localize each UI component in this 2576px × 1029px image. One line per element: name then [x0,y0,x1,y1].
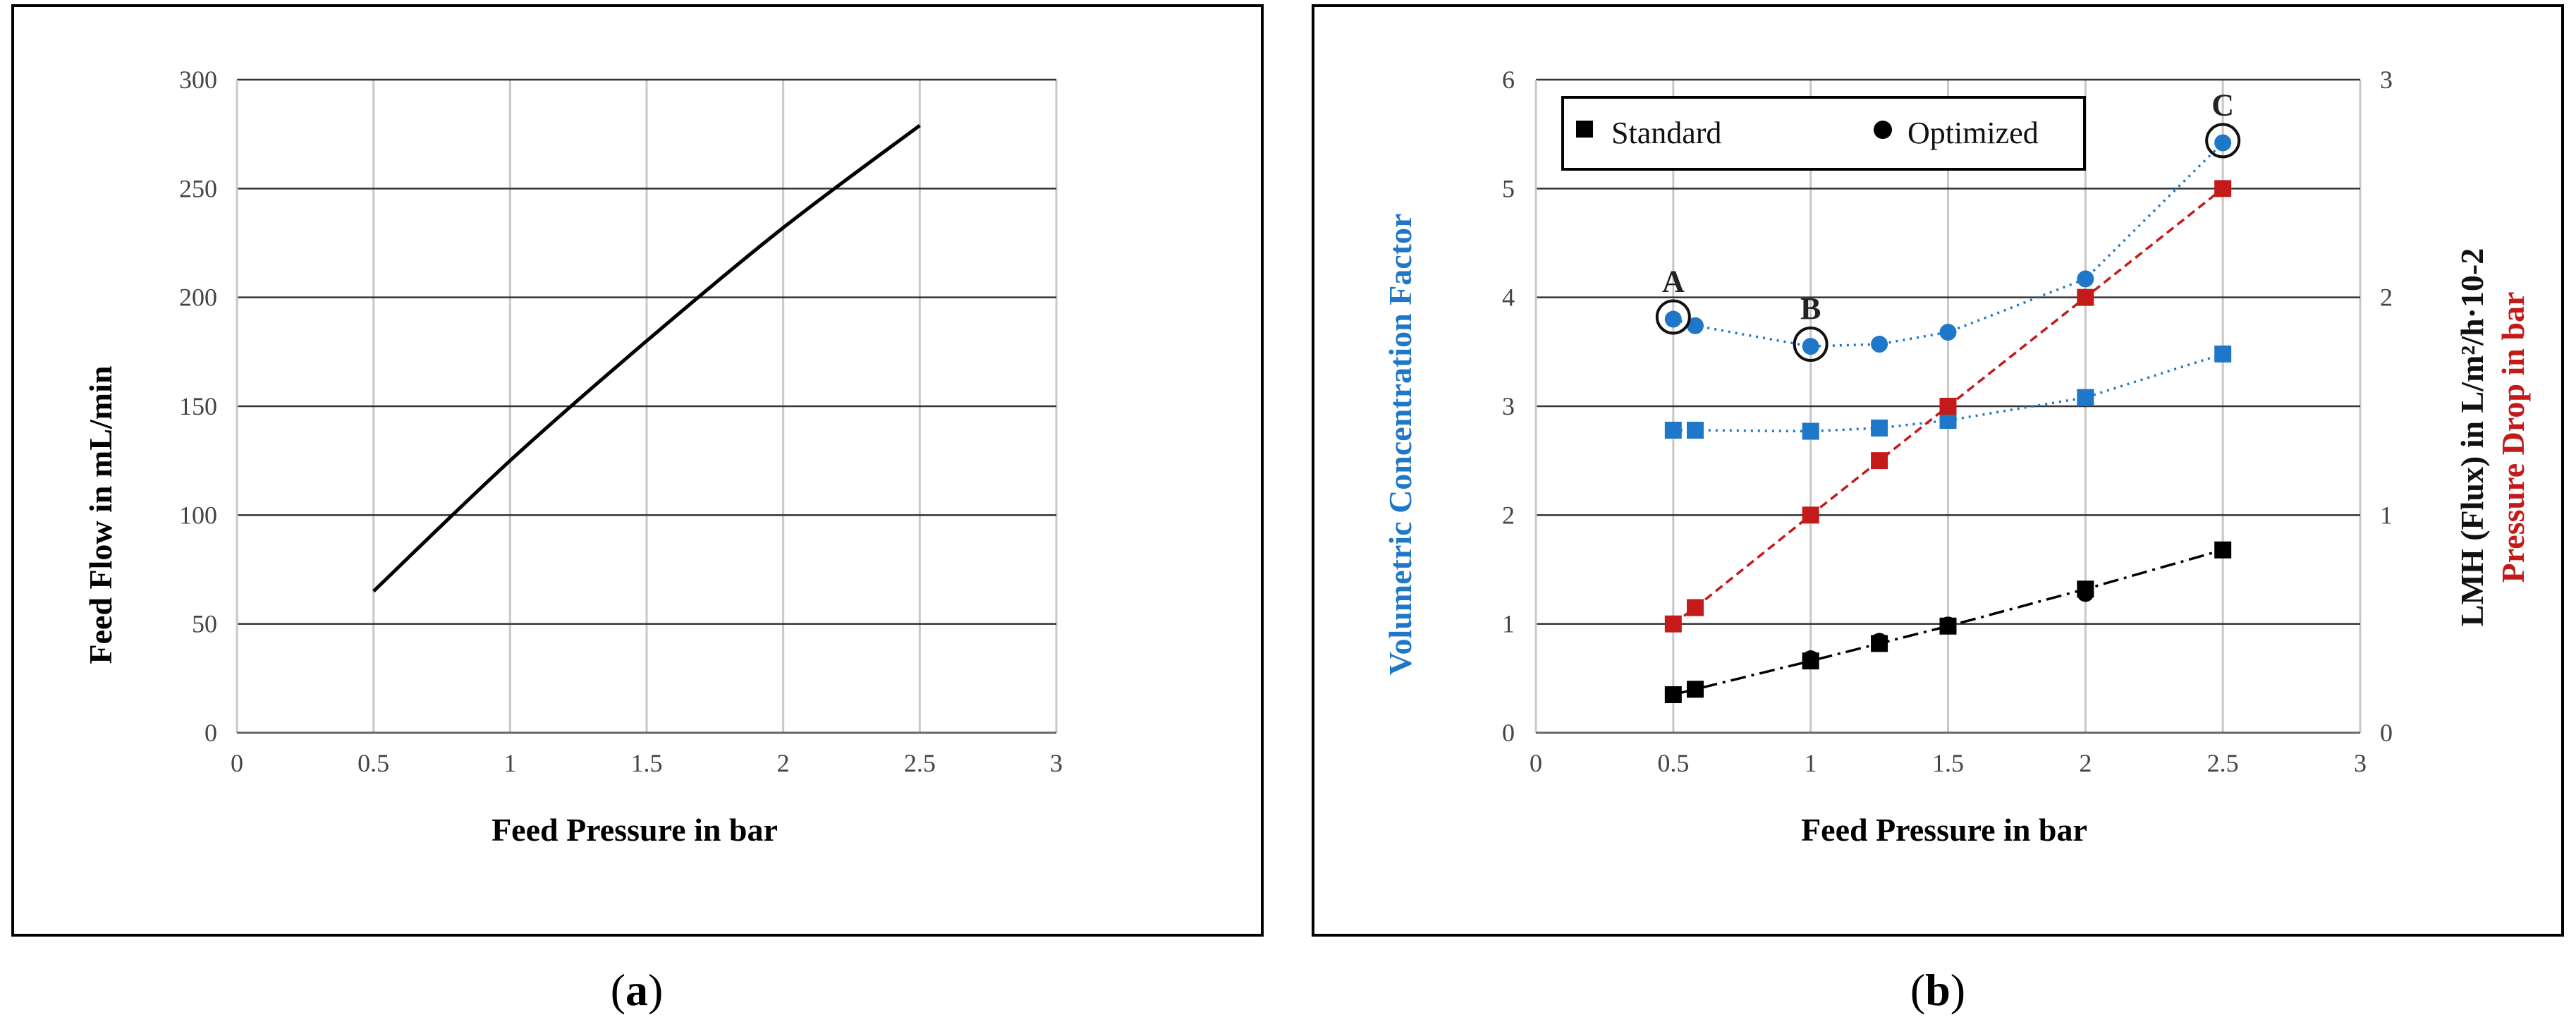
panel-a-series-line [372,123,921,593]
point-vcf-circle [1664,310,1682,328]
panel-a-x-tick: 1.5 [631,749,663,777]
panel-a-x-tick: 0 [231,749,243,777]
panel-a-x-tick: 1 [503,749,516,777]
point-flux-square [1687,681,1704,698]
point-vcf-square [2077,389,2094,406]
annotation-ring [1655,299,1691,335]
point-vcf-circle [1802,338,1819,355]
panel-a-y-tick: 300 [179,66,217,94]
annotation-label: C [2211,87,2234,122]
legend-circle-marker [1874,121,1892,139]
point-pressure_drop-square [2077,288,2094,306]
point-pressure_drop-square [1687,599,1704,616]
point-vcf-square [1871,419,1888,437]
point-vcf-square [1802,422,1819,440]
panel-a-x-axis-label: Feed Pressure in bar [492,812,778,848]
panel-b-x-axis-label: Feed Pressure in bar [1801,812,2087,848]
panel-b-x-tick: 2.5 [2207,749,2239,777]
panel-b-x-tick: 1 [1805,749,1817,777]
panel-b-right-axis-label-flux: LMH (Flux) in L/m²/h·10-2 [2454,248,2490,626]
point-flux-circle [2077,585,2094,602]
point-vcf-circle [1871,336,1888,353]
panel-a-y-tick: 50 [192,610,217,638]
panel-b-x-tick: 2 [2079,749,2092,777]
legend-square-marker [1576,121,1593,138]
panel-b-legend: Standard Optimized [1561,96,2086,171]
panel-b-right-tick: 0 [2380,719,2393,747]
annotation-label: A [1662,264,1685,298]
panel-b-x-tick: 3 [2354,749,2367,777]
panel-a-y-tick: 250 [179,174,217,202]
point-vcf-circle [2214,134,2232,152]
panel-a-grid [236,78,1058,734]
point-flux-circle [1802,650,1819,668]
panel-b-right-tick: 3 [2380,66,2393,94]
caption-a: (a) [611,965,664,1015]
point-pressure_drop-square [1871,452,1888,470]
point-flux-circle [1871,633,1888,650]
point-vcf-circle [1687,317,1704,334]
panel-b-left-tick: 5 [1502,174,1515,202]
panel-b-left-tick: 6 [1502,66,1515,94]
point-flux-circle [1939,616,1957,634]
panel-b-annotations: A B C [1655,87,2241,363]
panel-b-right-axis-label-pressure: Pressure Drop in bar [2495,292,2531,583]
panel-a-x-tick: 0.5 [358,749,389,777]
point-vcf-square [1939,412,1957,430]
point-flux-square [2214,541,2232,559]
point-pressure_drop-square [1939,398,1957,415]
point-vcf-circle [2077,270,2094,288]
panel-a-x-tick: 3 [1050,749,1063,777]
panel-b-left-tick: 3 [1502,392,1515,420]
legend-standard: Standard [1611,116,1721,150]
panel-b-left-tick: 0 [1502,719,1515,747]
panel-b-left-tick: 1 [1502,610,1515,638]
panel-a-y-axis-label: Feed Flow in mL/min [83,366,118,664]
annotation-ring [2205,123,2241,159]
panel-b-markers [1664,134,2232,703]
annotation-ring [1793,327,1829,363]
point-vcf-circle [1939,324,1957,341]
panel-b-left-tick: 4 [1502,284,1515,312]
svg-text:(b): (b) [1910,965,1965,1015]
panel-b-left-tick: 2 [1502,501,1515,529]
panel-a-y-tick: 200 [179,284,217,312]
panel-b-x-tick: 0.5 [1657,749,1689,777]
caption-b: (b) [1910,965,1965,1015]
point-vcf-square [1687,421,1704,439]
panel-b-x-tick: 0 [1530,749,1542,777]
panel-a-x-tick: 2.5 [904,749,936,777]
panel-a-x-tick: 2 [777,749,790,777]
svg-text:(a): (a) [611,965,664,1015]
point-flux-square [1664,686,1682,703]
panel-b-right-tick: 1 [2380,501,2393,529]
point-vcf-square [2214,345,2232,363]
caption-b-letter: b [1925,965,1951,1015]
point-pressure_drop-square [1664,615,1682,633]
panel-a-y-tick: 0 [205,719,217,747]
legend-optimized: Optimized [1907,116,2039,150]
panel-a-ticks: 0 0.5 1 1.5 2 2.5 3 0 50 100 150 200 250 300 [179,66,1063,777]
point-pressure_drop-square [2214,180,2232,197]
annotation-label: B [1800,291,1821,326]
point-vcf-square [1664,421,1682,439]
panel-a-y-tick: 150 [179,392,217,420]
caption-a-letter: a [625,965,648,1015]
panel-b-right-tick: 2 [2380,284,2393,312]
panel-b-x-tick: 1.5 [1932,749,1964,777]
panel-a-y-tick: 100 [179,501,217,529]
panel-b-left-axis-label: Volumetric Concentration Factor [1382,214,1418,676]
panel-a-frame [11,4,1264,937]
point-pressure_drop-square [1802,506,1819,524]
legend-box [1561,96,2086,171]
